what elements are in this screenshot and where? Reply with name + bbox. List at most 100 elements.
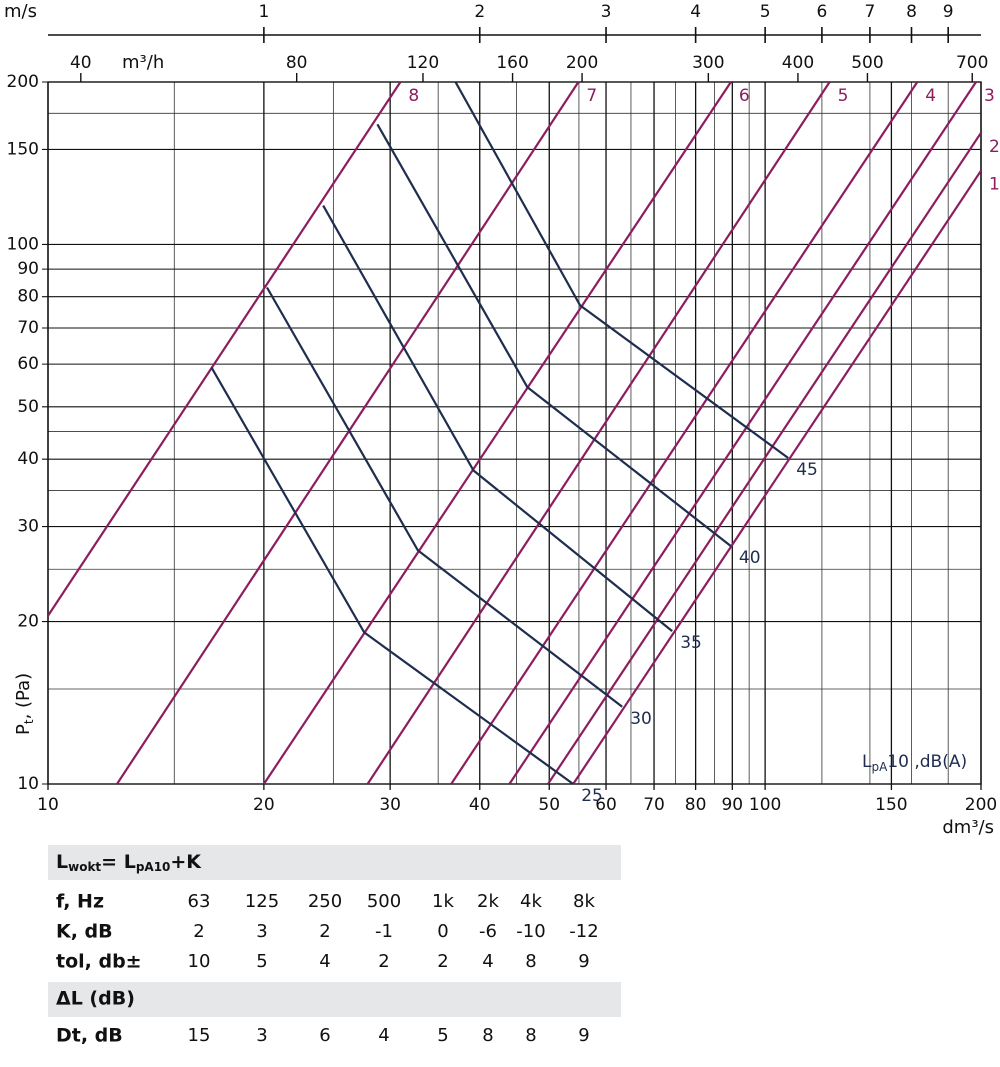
table-cell: 2: [319, 921, 330, 942]
table-cell: 8: [482, 1025, 493, 1046]
table-formula: Lwokt= LpA10+K: [56, 851, 202, 874]
table-cell: 2: [193, 921, 204, 942]
x-tick-label: 60: [595, 795, 617, 815]
series-line: [322, 205, 673, 632]
series-line: [210, 366, 574, 784]
x-tick-label: 200: [965, 795, 997, 815]
table-formula-part: = L: [101, 851, 136, 873]
table-cell: 2: [437, 951, 448, 972]
series-line: [116, 82, 580, 784]
table-cell: 15: [188, 1025, 211, 1046]
x-tick-label: 20: [253, 795, 275, 815]
series-line: [266, 286, 623, 708]
table-cell: 10: [188, 951, 211, 972]
x-tick-label: 150: [875, 795, 907, 815]
y-tick-label: 70: [17, 318, 39, 338]
y-tick-label: 20: [17, 612, 39, 632]
top-tick-label: 2: [474, 2, 485, 22]
series-label: 35: [680, 633, 702, 653]
y-axis-title-part: , (Pa): [13, 673, 34, 720]
table-row-label: K, dB: [56, 921, 113, 943]
top-tick-label: 120: [407, 53, 439, 73]
top-axis-title: m³/h: [122, 52, 164, 73]
table-cell: 2k: [477, 891, 499, 912]
y-axis-title-part: t: [22, 719, 36, 724]
y-axis-title-part: P: [13, 724, 34, 735]
x-axis-title: dm³/s: [942, 817, 994, 838]
series-line: [572, 170, 981, 784]
table-row-label: Dt, dB: [56, 1025, 123, 1047]
table-row-label: f, Hz: [56, 891, 104, 913]
series-label: 40: [739, 548, 761, 568]
table-cell: 1k: [432, 891, 454, 912]
x-tick-label: 70: [643, 795, 665, 815]
table-cell: 500: [367, 891, 401, 912]
series-label: 25: [581, 786, 603, 806]
y-tick-label: 150: [7, 139, 39, 159]
top-tick-label: 700: [956, 53, 988, 73]
top-tick-label: 7: [865, 2, 876, 22]
x-tick-label: 10: [37, 795, 59, 815]
y-tick-label: 10: [17, 774, 39, 794]
plot-area: [48, 82, 981, 784]
table-cell: 5: [437, 1025, 448, 1046]
series-label: 1: [989, 175, 1000, 195]
series-label: 8: [408, 86, 419, 106]
x-tick-label: 90: [721, 795, 743, 815]
top-tick-label: 200: [566, 53, 598, 73]
table-header-band: [48, 845, 621, 880]
series-label: 30: [630, 709, 652, 729]
table-cell: -6: [479, 921, 497, 942]
legend-note-part: L: [862, 752, 872, 772]
y-tick-label: 50: [17, 397, 39, 417]
y-tick-label: 90: [17, 259, 39, 279]
series-line: [508, 82, 977, 784]
y-tick-label: 80: [17, 287, 39, 307]
top-tick-label: 1: [258, 2, 269, 22]
top-tick-label: 40: [70, 53, 92, 73]
series-label: 7: [586, 86, 597, 106]
series-line: [450, 82, 919, 784]
table-cell: 6: [319, 1025, 330, 1046]
top-tick-label: 6: [816, 2, 827, 22]
legend-note-part: pA: [871, 760, 888, 774]
y-axis-title: Pt, (Pa): [13, 673, 36, 735]
plot-frame: [47, 81, 982, 785]
top-tick-label: 4: [690, 2, 701, 22]
top-tick-label: 3: [601, 2, 612, 22]
table-section-band: [48, 982, 621, 1017]
x-tick-label: 30: [379, 795, 401, 815]
table-cell: 0: [437, 921, 448, 942]
y-tick-label: 60: [17, 354, 39, 374]
top-tick-label: 300: [692, 53, 724, 73]
x-tick-label: 40: [469, 795, 491, 815]
x-tick-label: 100: [749, 795, 781, 815]
top-tick-label: 400: [782, 53, 814, 73]
table-cell: 9: [578, 1025, 589, 1046]
x-tick-label: 80: [685, 795, 707, 815]
top-tick-label: 8: [906, 2, 917, 22]
top-axis-title: m/s: [4, 1, 37, 22]
table-formula-part: +K: [170, 851, 202, 873]
table-cell: 8: [525, 951, 536, 972]
table-cell: 125: [245, 891, 279, 912]
table-cell: -1: [375, 921, 393, 942]
top-tick-label: 9: [943, 2, 954, 22]
series-line: [262, 82, 732, 784]
series-line: [547, 132, 981, 784]
series-line: [454, 82, 789, 459]
table-cell: 4: [482, 951, 493, 972]
table-cell: 8k: [573, 891, 595, 912]
table-cell: 63: [188, 891, 211, 912]
table-cell: 3: [256, 921, 267, 942]
table-cell: -10: [516, 921, 545, 942]
top-tick-label: 500: [851, 53, 883, 73]
table-cell: 9: [578, 951, 589, 972]
table-row-label: tol, db±: [56, 951, 142, 973]
x-tick-label: 50: [538, 795, 560, 815]
table-formula-part: wokt: [68, 860, 101, 874]
table-cell: 4k: [520, 891, 542, 912]
table-formula-part: L: [56, 851, 68, 873]
series-label: 3: [984, 86, 995, 106]
